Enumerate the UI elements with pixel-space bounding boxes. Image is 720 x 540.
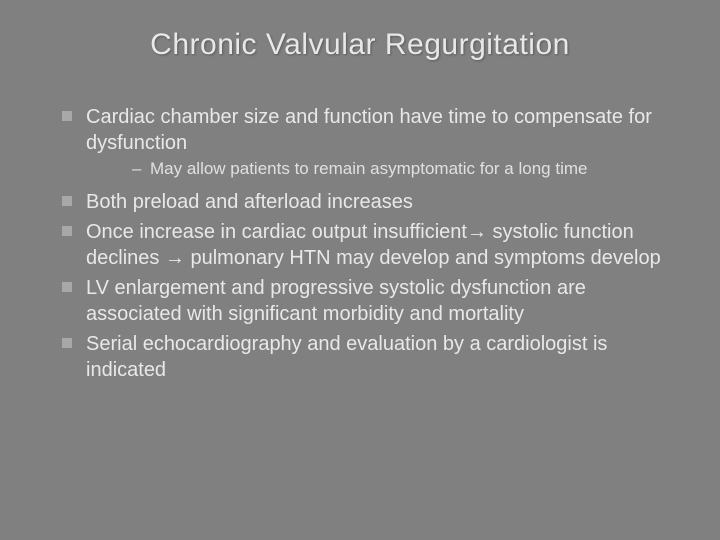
bullet-text: LV enlargement and progressive systolic … — [86, 277, 586, 325]
bullet-item: Serial echocardiography and evaluation b… — [50, 331, 670, 383]
slide-title: Chronic Valvular Regurgitation — [50, 28, 670, 62]
sub-bullet-item: – May allow patients to remain asymptoma… — [86, 158, 670, 181]
bullet-text: Once increase in cardiac output insuffic… — [86, 221, 661, 269]
bullet-text: Both preload and afterload increases — [86, 191, 413, 213]
bullet-text: Cardiac chamber size and function have t… — [86, 106, 652, 154]
square-bullet-icon — [62, 282, 72, 292]
square-bullet-icon — [62, 196, 72, 206]
sub-bullet-text: May allow patients to remain asymptomati… — [150, 159, 587, 178]
slide: Chronic Valvular Regurgitation Cardiac c… — [0, 0, 720, 540]
square-bullet-icon — [62, 226, 72, 236]
square-bullet-icon — [62, 338, 72, 348]
bullet-list: Cardiac chamber size and function have t… — [50, 104, 670, 383]
bullet-item: Once increase in cardiac output insuffic… — [50, 219, 670, 271]
dash-bullet-icon: – — [132, 158, 141, 181]
bullet-item: Both preload and afterload increases — [50, 189, 670, 215]
bullet-item: Cardiac chamber size and function have t… — [50, 104, 670, 181]
bullet-item: LV enlargement and progressive systolic … — [50, 275, 670, 327]
sub-bullet-list: – May allow patients to remain asymptoma… — [86, 158, 670, 181]
bullet-text: Serial echocardiography and evaluation b… — [86, 333, 607, 381]
square-bullet-icon — [62, 111, 72, 121]
